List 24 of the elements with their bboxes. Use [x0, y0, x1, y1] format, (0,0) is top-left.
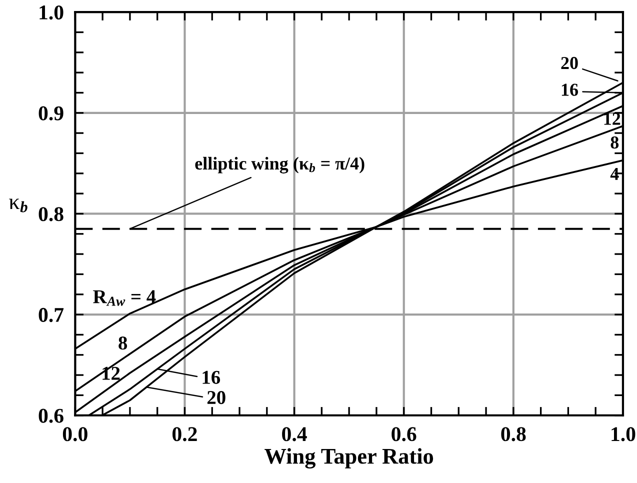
annotation: 20	[207, 390, 226, 404]
legend-label: 20	[561, 56, 578, 70]
annotation: R$_{Aw}$ = 4	[93, 290, 156, 306]
ref-line-label: elliptic wing (κ$_{b}$ = π/4)	[195, 156, 364, 174]
y-tick-label: 1.0	[40, 5, 64, 20]
legend-label: 8	[610, 136, 619, 149]
x-tick-label: 1.0	[612, 427, 636, 442]
y-tick-label: 0.9	[38, 106, 64, 120]
y-tick-label: 0.6	[38, 408, 64, 423]
legend-label: 12	[102, 366, 120, 380]
legend-label: 4	[610, 168, 619, 180]
annotation: 8	[118, 336, 128, 350]
annotation: 12	[604, 112, 620, 125]
x-tick-label: 0.2	[172, 427, 197, 442]
x-tick-label: 0.6	[392, 427, 416, 442]
x-axis-title: Wing Taper Ratio	[264, 448, 434, 468]
x-tick-label: 0.8	[501, 427, 526, 442]
legend-label: 16	[562, 84, 578, 96]
x-tick-label: 0.4	[282, 427, 307, 442]
y-tick-label: 0.8	[38, 207, 64, 222]
y-tick-label: 0.7	[38, 308, 64, 322]
y-axis-title: κ$_{b}$	[9, 198, 28, 212]
annotation: 16	[202, 370, 220, 384]
x-tick-label: 0.0	[62, 427, 88, 442]
